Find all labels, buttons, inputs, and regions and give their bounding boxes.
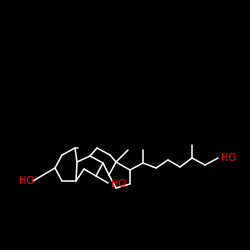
Text: HO: HO [18,176,34,186]
Text: HO: HO [110,179,126,189]
Text: HO: HO [220,153,236,163]
